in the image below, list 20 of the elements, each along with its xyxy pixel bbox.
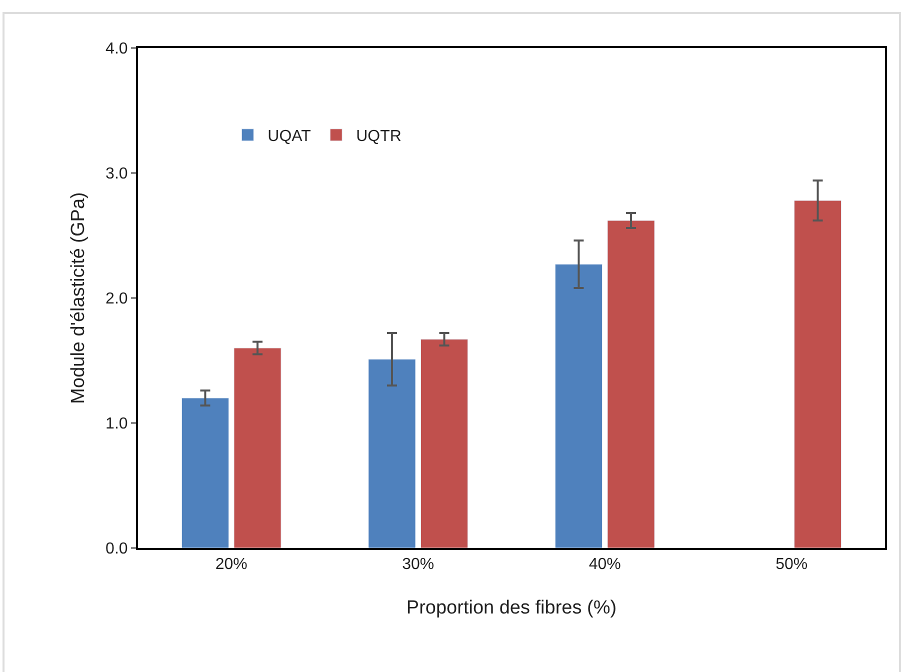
y-tick-label: 4.0 [106, 40, 128, 58]
bar [234, 348, 282, 548]
y-axis-title: Module d'élasticité (GPa) [68, 192, 89, 404]
bar [368, 359, 416, 548]
legend-label: UQTR [356, 128, 402, 146]
bar [181, 398, 230, 548]
bar [607, 220, 655, 548]
y-tick-label: 0.0 [106, 540, 128, 558]
y-tick-label: 3.0 [106, 166, 128, 183]
x-tick-label: 30% [402, 556, 434, 574]
x-tick-label: 20% [215, 556, 248, 574]
y-tick-label: 1.0 [106, 416, 128, 433]
x-axis-title: Proportion des fibres (%) [406, 598, 617, 618]
bar [420, 339, 468, 548]
bar [794, 200, 842, 548]
x-tick-label: 40% [588, 556, 621, 574]
x-tick-label: 50% [776, 556, 808, 574]
y-tick-label: 2.0 [106, 290, 128, 308]
bar [554, 264, 603, 548]
legend-label: UQAT [268, 128, 312, 146]
